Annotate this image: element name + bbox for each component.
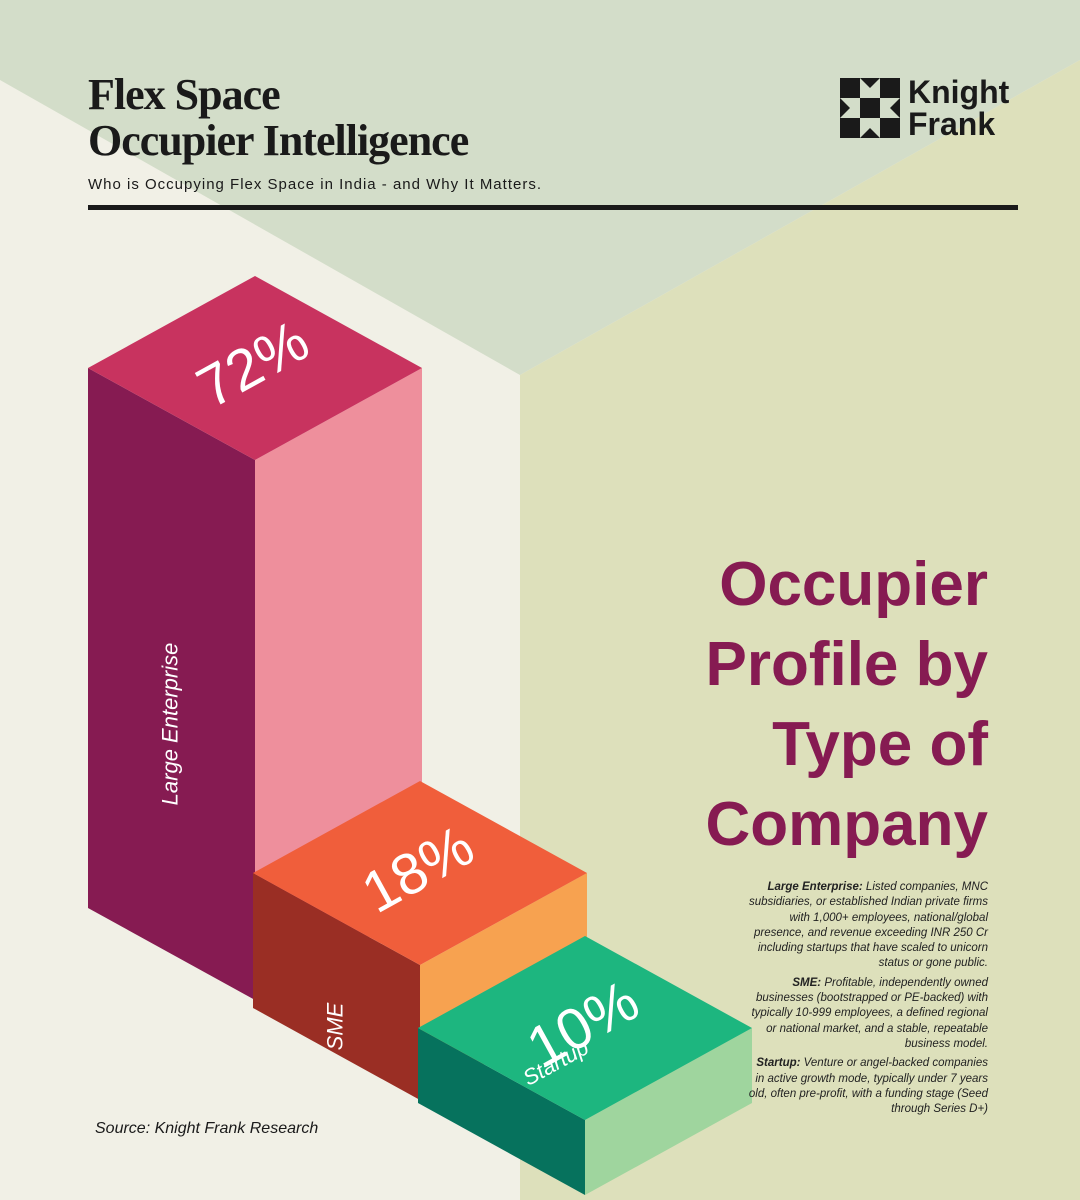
definition-term: Large Enterprise:: [767, 881, 863, 893]
chart-title: Occupier Profile by Type of Company: [705, 545, 988, 865]
background-shape: [520, 60, 1080, 1200]
definitions: Large Enterprise: Listed companies, MNC …: [745, 880, 988, 1121]
bar-left-face: [418, 1028, 585, 1195]
logo-word: Knight: [908, 74, 1010, 110]
bar-left-face: [253, 873, 420, 1100]
logo-icon: [840, 78, 900, 138]
chart-title-line: Occupier: [719, 550, 988, 619]
definition-text: Profitable, independently owned business…: [751, 976, 988, 1050]
logo-word: Frank: [908, 106, 996, 142]
bar-top-face: [253, 781, 587, 965]
header-title-line: Occupier Intelligence: [88, 116, 469, 165]
header-title-line: Flex Space: [88, 70, 281, 119]
chart-title-line: Type of: [772, 710, 988, 779]
chart-title-line: Profile by: [705, 630, 988, 699]
bar-left-face: [88, 368, 255, 1000]
source: Source: Knight Frank Research: [95, 1120, 319, 1137]
definition-term: SME:: [792, 976, 822, 989]
chart-title-line: Company: [705, 790, 988, 859]
bar-top-face: [88, 276, 422, 460]
bar-top-face: [418, 936, 752, 1120]
logo-text: Knight Frank: [908, 76, 1009, 140]
category-label: SME: [322, 1002, 347, 1050]
definition: Large Enterprise: Listed companies, MNC …: [745, 880, 988, 972]
definition-term: Startup:: [756, 1057, 801, 1070]
bar-right-face: [585, 1028, 752, 1195]
header-subtitle: Who is Occupying Flex Space in India - a…: [88, 176, 542, 193]
category-label: Large Enterprise: [157, 643, 182, 806]
header-rule: [88, 205, 1018, 210]
definition: Startup: Venture or angel-backed compani…: [745, 1056, 988, 1117]
definition-text: Venture or angel-backed companies in act…: [748, 1057, 988, 1116]
definition-text: Listed companies, MNC subsidiaries, or e…: [748, 881, 988, 970]
background-shape: [0, 0, 1080, 375]
definition: SME: Profitable, independently owned bus…: [745, 976, 988, 1052]
header-title: Flex Space Occupier Intelligence: [88, 70, 469, 165]
